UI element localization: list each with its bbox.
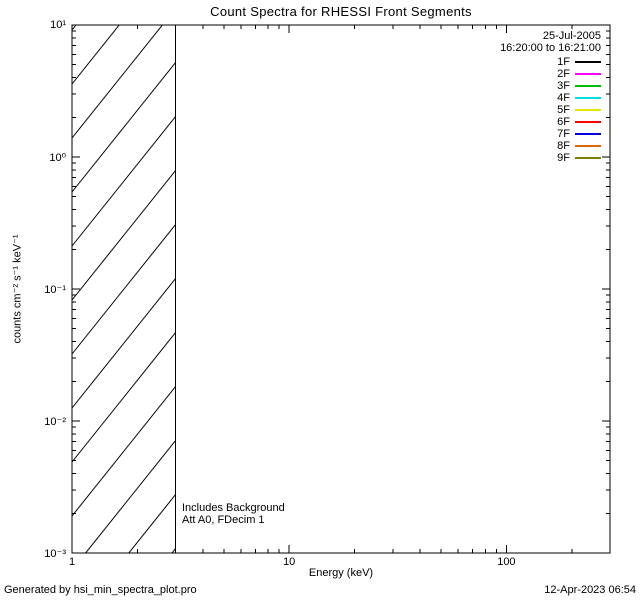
hatch-line <box>72 25 120 85</box>
annotation-attenuator-state: Att A0, FDecim 1 <box>182 514 265 526</box>
y-tick-label: 10⁻¹ <box>44 284 66 296</box>
legend-entry-color-line <box>575 133 601 135</box>
legend-entry: 5F <box>500 104 601 116</box>
chart-title: Count Spectra for RHESSI Front Segments <box>210 4 472 19</box>
y-tick-label: 10⁻³ <box>44 548 66 560</box>
legend-entry-color-line <box>575 97 601 99</box>
y-tick-label: 10⁰ <box>49 152 66 164</box>
legend-entry-color-line <box>575 145 601 147</box>
legend-entry: 4F <box>500 92 601 104</box>
legend-entry-label: 8F <box>557 140 570 152</box>
x-axis-label: Energy (keV) <box>308 567 374 579</box>
legend-entry-label: 5F <box>557 104 570 116</box>
x-tick-label: 10 <box>283 556 296 568</box>
x-tick-label: 100 <box>497 556 516 568</box>
legend-entries: 1F 2F 3F 4F 5F 6F 7F 8F 9F <box>500 56 601 164</box>
plot-annotations: Includes Background Att A0, FDecim 1 <box>182 502 285 526</box>
hatch-line <box>72 62 176 193</box>
legend-entry: 8F <box>500 140 601 152</box>
legend-time-range: 16:20:00 to 16:21:00 <box>500 42 601 54</box>
legend-entry-color-line <box>575 121 601 123</box>
hatch-line <box>72 25 164 139</box>
y-axis-label: counts cm⁻² s⁻¹ keV⁻¹ <box>11 234 24 344</box>
legend-entry-label: 7F <box>557 128 570 140</box>
hatch-line <box>72 224 176 355</box>
hatch-line <box>72 170 176 301</box>
legend-entry-label: 2F <box>557 68 570 80</box>
legend-entry-color-line <box>575 85 601 87</box>
legend-entry-label: 6F <box>557 116 570 128</box>
generation-timestamp: 12-Apr-2023 06:54 <box>544 584 636 596</box>
hatch-line <box>128 494 176 553</box>
hatch-line <box>72 116 176 247</box>
legend: 25-Jul-2005 16:20:00 to 16:21:00 1F 2F 3F 4… <box>500 30 601 164</box>
hatch-line <box>72 278 176 409</box>
hatched-region <box>72 25 176 553</box>
legend-entry: 6F <box>500 116 601 128</box>
legend-entry: 7F <box>500 128 601 140</box>
hatch-line <box>72 332 176 463</box>
annotation-includes-background: Includes Background <box>182 502 285 514</box>
legend-entry-label: 9F <box>557 152 570 164</box>
legend-entry: 9F <box>500 152 601 164</box>
legend-entry-color-line <box>575 61 601 63</box>
legend-entry: 1F <box>500 56 601 68</box>
legend-entry-label: 4F <box>557 92 570 104</box>
legend-entry-label: 3F <box>557 80 570 92</box>
y-tick-label: 10¹ <box>50 19 66 31</box>
y-tick-label: 10⁻² <box>44 416 66 428</box>
legend-entry: 2F <box>500 68 601 80</box>
legend-date: 25-Jul-2005 <box>542 30 601 42</box>
hatch-line <box>72 386 176 517</box>
legend-entry: 3F <box>500 80 601 92</box>
legend-entry-label: 1F <box>557 56 570 68</box>
legend-entry-color-line <box>575 109 601 111</box>
generator-credit: Generated by hsi_min_spectra_plot.pro <box>4 584 197 596</box>
legend-entry-color-line <box>575 157 601 159</box>
legend-entry-color-line <box>575 73 601 75</box>
x-tick-label: 1 <box>68 556 76 568</box>
hatch-line <box>84 440 176 553</box>
